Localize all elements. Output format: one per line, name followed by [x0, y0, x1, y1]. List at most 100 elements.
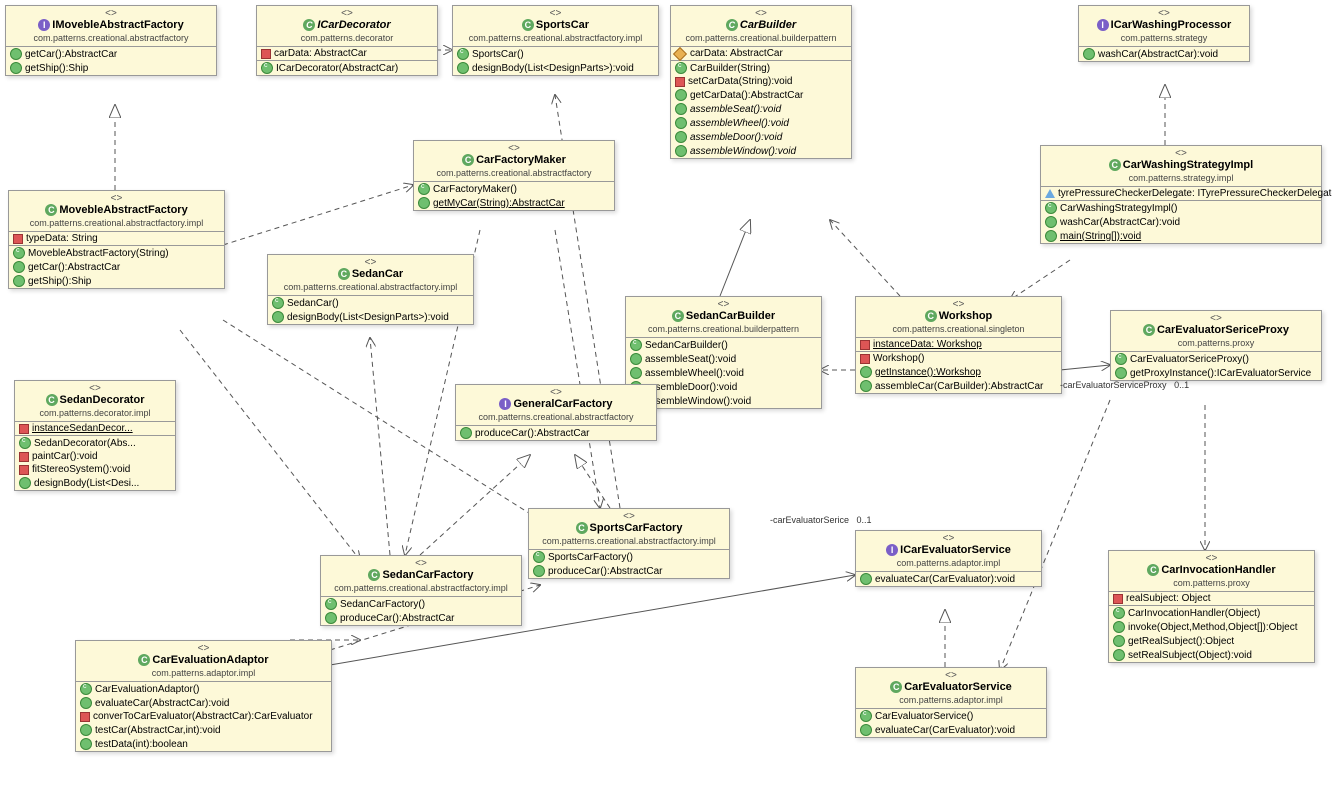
uml-class-SportsCar: <>CSportsCarcom.patterns.creational.abst…	[452, 5, 659, 76]
class-name-label: CCarWashingStrategyImpl	[1041, 159, 1321, 173]
connector-dependency	[180, 330, 360, 560]
method-row: testCar(AbstractCar,int):void	[76, 723, 331, 737]
method-row: washCar(AbstractCar):void	[1041, 215, 1321, 229]
method-row: assembleCar(CarBuilder):AbstractCar	[856, 379, 1061, 393]
fields-section: instanceSedanDecor...	[15, 422, 175, 436]
method-row: produceCar():AbstractCar	[321, 611, 521, 625]
method-row: designBody(List<DesignParts>):void	[453, 61, 658, 75]
methods-section: CarBuilder(String)setCarData(String):voi…	[671, 61, 851, 158]
class-icon: C	[45, 204, 57, 216]
class-icon: C	[1147, 564, 1159, 576]
field-row: realSubject: Object	[1109, 592, 1314, 605]
method-row: SedanCarFactory()	[321, 597, 521, 611]
uml-class-SedanCarFactory: <>CSedanCarFactorycom.patterns.creationa…	[320, 555, 522, 626]
stereotype-label: <>	[856, 531, 1041, 544]
stereotype-label: <>	[671, 6, 851, 19]
stereotype-label: <>	[76, 641, 331, 654]
package-label: com.patterns.creational.abstractfactory.…	[321, 583, 521, 597]
method-row: converToCarEvaluator(AbstractCar):CarEva…	[76, 710, 331, 723]
class-name-label: CCarFactoryMaker	[414, 154, 614, 168]
method-row: designBody(List<Desi...	[15, 476, 175, 490]
fields-section: typeData: String	[9, 232, 224, 246]
package-label: com.patterns.creational.builderpattern	[671, 33, 851, 47]
method-row: fitStereoSystem():void	[15, 463, 175, 476]
class-icon: C	[338, 268, 350, 280]
methods-section: SedanCarFactory()produceCar():AbstractCa…	[321, 597, 521, 625]
package-label: com.patterns.proxy	[1109, 578, 1314, 592]
package-label: com.patterns.decorator	[257, 33, 437, 47]
uml-class-CarWashingStrategyImpl: <>CCarWashingStrategyImplcom.patterns.st…	[1040, 145, 1322, 244]
class-name-label: CICarDecorator	[257, 19, 437, 33]
stereotype-label: <>	[1041, 146, 1321, 159]
method-row: evaluateCar(AbstractCar):void	[76, 696, 331, 710]
uml-class-IMovebleAbstractFactory: <>IIMovebleAbstractFactorycom.patterns.c…	[5, 5, 217, 76]
class-icon: C	[672, 310, 684, 322]
class-name-label: CCarInvocationHandler	[1109, 564, 1314, 578]
interface-icon: I	[886, 544, 898, 556]
class-name-label: IGeneralCarFactory	[456, 398, 656, 412]
connector-dependency	[223, 185, 413, 245]
class-icon: C	[1109, 159, 1121, 171]
class-name-label: CSportsCar	[453, 19, 658, 33]
connector-dependency	[1010, 260, 1070, 300]
class-name-label: CSedanCar	[268, 268, 473, 282]
method-row: SportsCarFactory()	[529, 550, 729, 564]
uml-class-CarEvaluationAdaptor: <>CCarEvaluationAdaptorcom.patterns.adap…	[75, 640, 332, 752]
method-row: designBody(List<DesignParts>):void	[268, 310, 473, 324]
fields-section: instanceData: Workshop	[856, 338, 1061, 352]
uml-class-GeneralCarFactory: <>IGeneralCarFactorycom.patterns.creatio…	[455, 384, 657, 441]
class-icon: C	[522, 19, 534, 31]
methods-section: washCar(AbstractCar):void	[1079, 47, 1249, 61]
method-row: CarEvaluatorSericeProxy()	[1111, 352, 1321, 366]
class-icon: C	[138, 654, 150, 666]
interface-icon: I	[499, 398, 511, 410]
field-row: instanceSedanDecor...	[15, 422, 175, 435]
method-row: getRealSubject():Object	[1109, 634, 1314, 648]
method-row: testData(int):boolean	[76, 737, 331, 751]
field-row: carData: AbstractCar	[257, 47, 437, 60]
package-label: com.patterns.creational.abstractfactory.…	[529, 536, 729, 550]
field-row: carData: AbstractCar	[671, 47, 851, 60]
method-row: invoke(Object,Method,Object[]):Object	[1109, 620, 1314, 634]
package-label: com.patterns.creational.singleton	[856, 324, 1061, 338]
stereotype-label: <>	[453, 6, 658, 19]
method-row: getInstance():Workshop	[856, 365, 1061, 379]
class-name-label: CSedanDecorator	[15, 394, 175, 408]
stereotype-label: <>	[626, 297, 821, 310]
methods-section: CarEvaluatorSericeProxy()getProxyInstanc…	[1111, 352, 1321, 380]
method-row: assembleSeat():void	[671, 102, 851, 116]
stereotype-label: <>	[1109, 551, 1314, 564]
class-name-label: CCarEvaluationAdaptor	[76, 654, 331, 668]
association-label: -carEvaluatorSerice 0..1	[770, 515, 872, 525]
package-label: com.patterns.creational.abstractfactory	[456, 412, 656, 426]
connector-dependency	[830, 220, 900, 296]
method-row: main(String[]):void	[1041, 229, 1321, 243]
uml-class-SportsCarFactory: <>CSportsCarFactorycom.patterns.creation…	[528, 508, 730, 579]
package-label: com.patterns.creational.abstractfactory	[414, 168, 614, 182]
connector-association	[1060, 365, 1110, 370]
field-row: tyrePressureCheckerDelegate: ITyrePressu…	[1041, 187, 1321, 200]
class-icon: C	[368, 569, 380, 581]
package-label: com.patterns.strategy	[1079, 33, 1249, 47]
method-row: evaluateCar(CarEvaluator):void	[856, 572, 1041, 586]
stereotype-label: <>	[321, 556, 521, 569]
class-icon: C	[46, 394, 58, 406]
stereotype-label: <>	[268, 255, 473, 268]
class-name-label: CSedanCarFactory	[321, 569, 521, 583]
stereotype-label: <>	[529, 509, 729, 522]
stereotype-label: <>	[1079, 6, 1249, 19]
class-icon: C	[576, 522, 588, 534]
methods-section: produceCar():AbstractCar	[456, 426, 656, 440]
class-name-label: CSportsCarFactory	[529, 522, 729, 536]
uml-class-SedanDecorator: <>CSedanDecoratorcom.patterns.decorator.…	[14, 380, 176, 491]
field-row: typeData: String	[9, 232, 224, 245]
fields-section: realSubject: Object	[1109, 592, 1314, 606]
method-row: assembleWheel():void	[671, 116, 851, 130]
package-label: com.patterns.strategy.impl	[1041, 173, 1321, 187]
method-row: assembleWheel():void	[626, 366, 821, 380]
method-row: SedanDecorator(Abs...	[15, 436, 175, 450]
method-row: getShip():Ship	[6, 61, 216, 75]
stereotype-label: <>	[456, 385, 656, 398]
uml-class-CarFactoryMaker: <>CCarFactoryMakercom.patterns.creationa…	[413, 140, 615, 211]
stereotype-label: <>	[856, 668, 1046, 681]
